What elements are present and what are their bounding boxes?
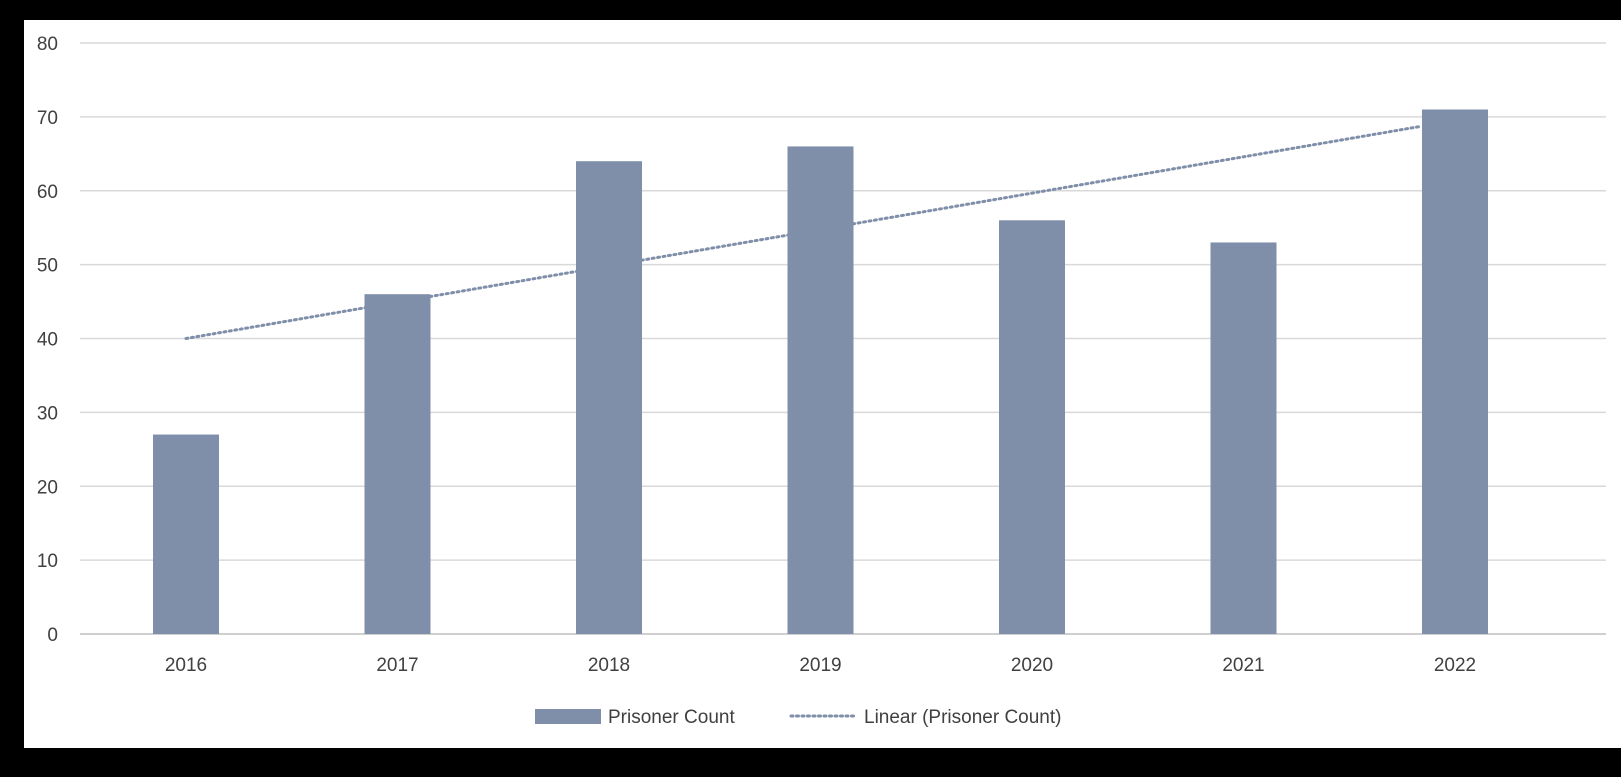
- legend-swatch-prisoner-count: [535, 709, 601, 724]
- x-tick-label: 2021: [1222, 655, 1264, 676]
- legend-label-linear-trend: Linear (Prisoner Count): [864, 707, 1061, 728]
- bar: [999, 220, 1065, 635]
- x-tick-label: 2019: [799, 655, 841, 676]
- y-tick-label: 0: [47, 625, 58, 646]
- bar: [576, 161, 642, 634]
- y-tick-label: 30: [37, 403, 58, 424]
- y-tick-label: 40: [37, 330, 58, 351]
- bar: [153, 434, 219, 634]
- chart-frame: 0 10 20 30 40 50 60 70 80 2016 2017 2018 2019 2020 20…: [24, 20, 1621, 748]
- x-tick-label: 2020: [1011, 655, 1053, 676]
- y-tick-label: 80: [37, 34, 58, 55]
- bar: [787, 146, 854, 635]
- y-tick-label: 10: [37, 551, 58, 572]
- bar: [364, 294, 431, 634]
- bar: [1422, 109, 1488, 635]
- x-tick-label: 2022: [1434, 655, 1476, 676]
- x-axis: 2016 2017 2018 2019 2020 2021 2022: [165, 655, 1476, 676]
- x-tick-label: 2016: [165, 655, 207, 676]
- x-tick-label: 2018: [588, 655, 630, 676]
- legend: Prisoner Count Linear (Prisoner Count): [535, 707, 1061, 728]
- trendline-path: [184, 124, 1422, 340]
- x-tick-label: 2017: [376, 655, 418, 676]
- y-tick-label: 60: [37, 182, 58, 203]
- bars: [153, 109, 1488, 635]
- trendline: [184, 124, 1422, 340]
- bar: [1210, 242, 1277, 634]
- y-tick-label: 70: [37, 108, 58, 129]
- y-axis: 0 10 20 30 40 50 60 70 80: [37, 34, 58, 646]
- y-tick-label: 50: [37, 256, 58, 277]
- legend-label-prisoner-count: Prisoner Count: [608, 707, 735, 728]
- y-tick-label: 20: [37, 477, 58, 498]
